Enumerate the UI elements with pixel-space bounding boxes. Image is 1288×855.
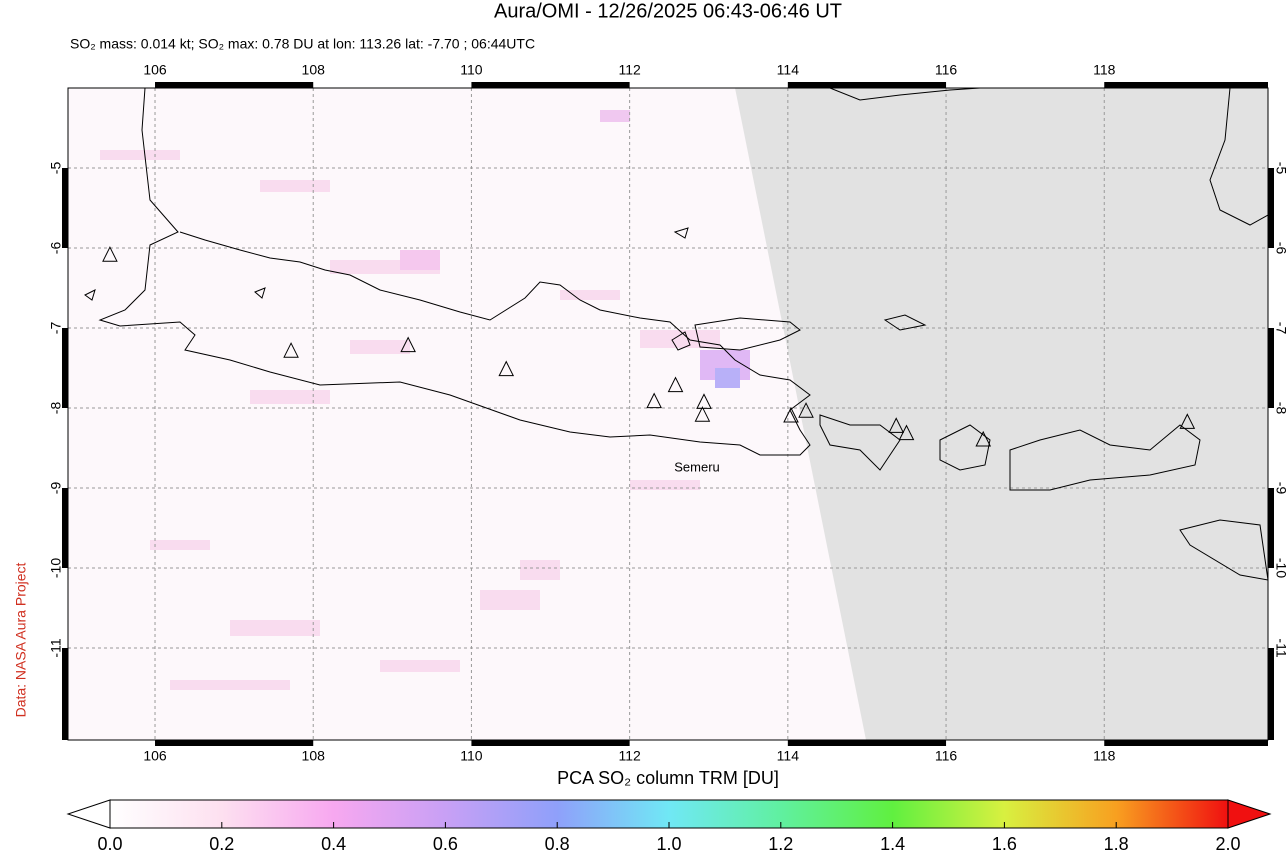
x-tick-label-top: 112 [618, 62, 641, 78]
colorbar-tick-label: 0.6 [433, 834, 458, 854]
frame-bar [1104, 740, 1268, 746]
colorbar-tick-label: 0.0 [97, 834, 122, 854]
y-tick-label-right: -9 [1273, 482, 1288, 495]
x-tick-label-bottom: 112 [618, 748, 641, 764]
y-tick-label-right: -10 [1273, 558, 1288, 578]
colorbar-tick-label: 1.0 [656, 834, 681, 854]
frame-bar [787, 82, 947, 88]
colorbar-tick-label: 1.6 [992, 834, 1017, 854]
y-tick-label-right: -6 [1273, 242, 1288, 255]
y-tick-label-right: -8 [1273, 402, 1288, 415]
frame-bar [1104, 82, 1268, 88]
x-tick-label-top: 108 [302, 62, 326, 78]
frame-bar [62, 488, 68, 568]
volcano [798, 402, 814, 418]
y-tick-label-right: -5 [1273, 162, 1288, 175]
volcano [975, 430, 992, 447]
volcano [498, 360, 515, 377]
x-tick-label-top: 116 [935, 62, 958, 78]
x-tick-label-top: 114 [777, 62, 800, 78]
colorbar-tick-label: 1.4 [880, 834, 905, 854]
frame-bar [155, 82, 314, 88]
colorbar-tick-label: 2.0 [1215, 834, 1240, 854]
volcano [283, 342, 299, 358]
y-tick-label-left: -9 [48, 482, 64, 495]
colorbar-tick-label: 0.2 [209, 834, 234, 854]
volcanoes [102, 246, 1196, 447]
colorbar-tick-label: 1.2 [768, 834, 793, 854]
frame-bar [62, 328, 68, 408]
frame-bar [471, 740, 630, 746]
no-data-region [735, 88, 1268, 740]
map-area: Semeru [68, 88, 1268, 740]
frame-bar [62, 648, 68, 740]
axis-ticks: 106 106 108 108 110 110 112 112 114 114 116 116 118 1… [48, 62, 1288, 764]
frame-bar [1268, 648, 1274, 740]
x-tick-label-top: 110 [460, 62, 483, 78]
title: Aura/OMI - 12/26/2025 06:43-06:46 UT [494, 0, 842, 22]
credit: Data: NASA Aura Project [13, 562, 29, 717]
frame-bar [1268, 488, 1274, 568]
volcano-label: Semeru [674, 459, 720, 474]
frame-bar [62, 168, 68, 248]
volcano [667, 376, 684, 393]
y-tick-label-left: -11 [48, 638, 64, 657]
x-tick-label-top: 106 [143, 62, 167, 78]
x-tick-label-bottom: 116 [935, 748, 958, 764]
x-tick-label-bottom: 118 [1093, 748, 1116, 764]
colorbar-tick-label: 0.4 [321, 834, 346, 854]
frame-scale-bars [62, 82, 1274, 746]
colorbar-tick-label: 0.8 [545, 834, 570, 854]
colorbar-under [66, 799, 111, 829]
volcano [694, 406, 711, 422]
colorbar-tick-label: 1.8 [1104, 834, 1129, 854]
frame-bar [1268, 328, 1274, 408]
volcano [888, 417, 905, 433]
volcano [1179, 413, 1196, 429]
y-tick-label-left: -7 [48, 322, 64, 335]
colorbar-over [1227, 799, 1272, 829]
x-tick-label-bottom: 108 [302, 748, 326, 764]
colorbar-ticks: 0.0 0.2 0.4 0.6 0.8 1.0 1.2 1.4 1.6 1.8 2.0 [97, 822, 1241, 854]
y-tick-label-left: -5 [48, 162, 64, 175]
volcano [646, 392, 662, 409]
frame-bar [471, 82, 630, 88]
x-tick-label-bottom: 114 [777, 748, 800, 764]
volcano [898, 424, 915, 441]
volcano [102, 246, 118, 262]
y-tick-label-left: -6 [48, 242, 64, 255]
map-frame [67, 87, 1269, 741]
frame-bar [787, 740, 947, 746]
subtitle: SO₂ mass: 0.014 kt; SO₂ max: 0.78 DU at … [70, 36, 535, 52]
volcano [400, 336, 416, 353]
frame-bar [1268, 168, 1274, 248]
x-tick-label-bottom: 106 [143, 748, 167, 764]
y-tick-label-left: -8 [48, 402, 64, 415]
y-tick-label-right: -7 [1273, 322, 1288, 335]
x-tick-label-bottom: 110 [460, 748, 483, 764]
volcano [696, 393, 712, 409]
y-tick-label-right: -11 [1273, 638, 1288, 657]
colorbar-label: PCA SO₂ column TRM [DU] [557, 768, 779, 788]
x-tick-label-top: 118 [1093, 62, 1116, 78]
so2-retrievals [100, 110, 750, 690]
coastlines [84, 88, 1268, 581]
frame-bar [155, 740, 314, 746]
volcano [783, 406, 799, 423]
y-tick-label-left: -10 [48, 558, 64, 578]
